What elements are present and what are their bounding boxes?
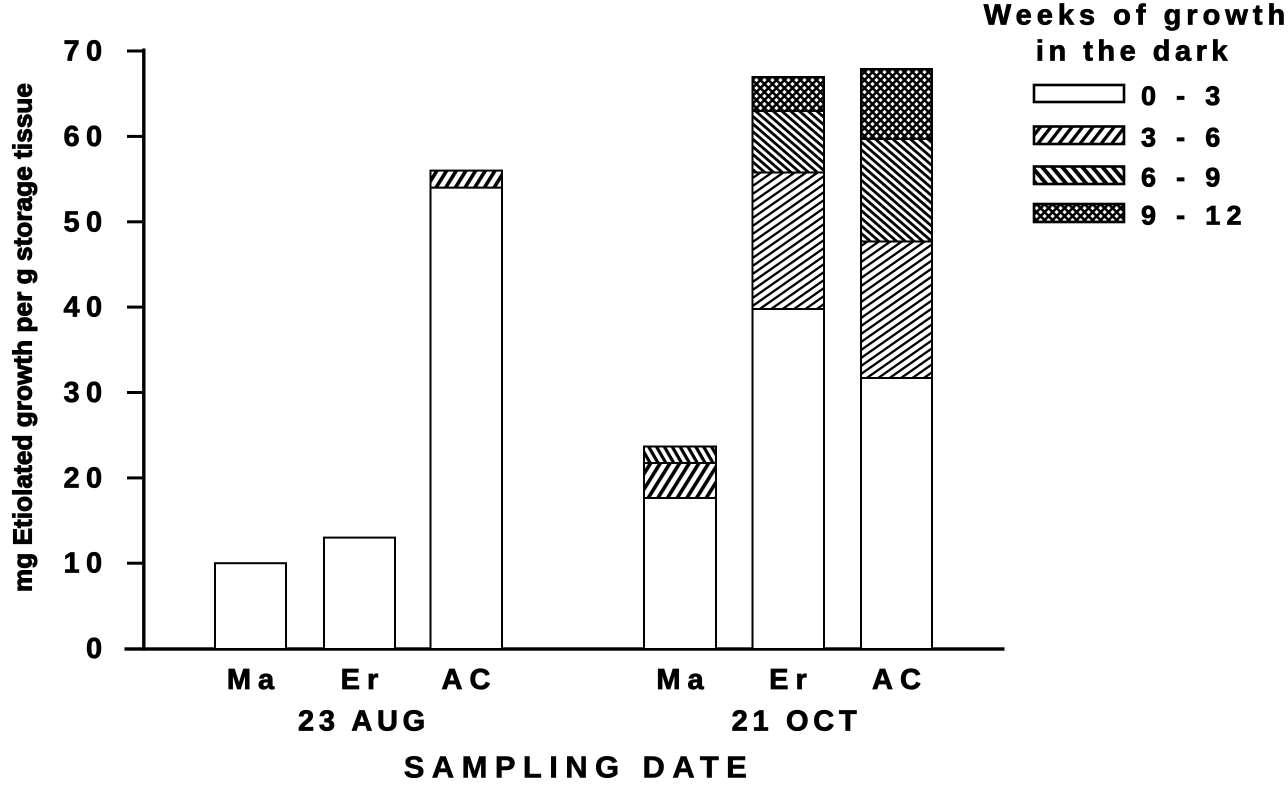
- svg-text:10: 10: [63, 548, 108, 580]
- svg-text:mg Etiolated growth per g stor: mg Etiolated growth per g storage tissue: [8, 83, 38, 592]
- svg-text:0: 0: [86, 633, 109, 665]
- svg-text:AC: AC: [442, 664, 498, 696]
- svg-text:30: 30: [63, 377, 108, 409]
- svg-text:SAMPLING DATE: SAMPLING DATE: [404, 750, 755, 785]
- svg-text:21 OCT: 21 OCT: [732, 706, 862, 738]
- svg-text:Ma: Ma: [656, 664, 710, 696]
- svg-text:3 - 6: 3 - 6: [1141, 123, 1227, 153]
- svg-text:70: 70: [63, 36, 108, 68]
- svg-text:20: 20: [63, 462, 108, 494]
- svg-text:Er: Er: [769, 664, 814, 696]
- svg-text:Weeks of growth: Weeks of growth: [984, 0, 1288, 32]
- svg-text:50: 50: [63, 206, 108, 238]
- svg-text:40: 40: [63, 292, 108, 324]
- svg-text:9 - 12: 9 - 12: [1141, 201, 1248, 231]
- svg-text:AC: AC: [872, 664, 928, 696]
- svg-text:60: 60: [63, 121, 108, 153]
- svg-text:0 - 3: 0 - 3: [1141, 81, 1227, 111]
- svg-text:in the dark: in the dark: [1036, 36, 1232, 68]
- svg-text:23 AUG: 23 AUG: [298, 706, 430, 738]
- svg-text:Ma: Ma: [227, 664, 281, 696]
- svg-text:Er: Er: [341, 664, 386, 696]
- svg-text:6 - 9: 6 - 9: [1141, 163, 1227, 193]
